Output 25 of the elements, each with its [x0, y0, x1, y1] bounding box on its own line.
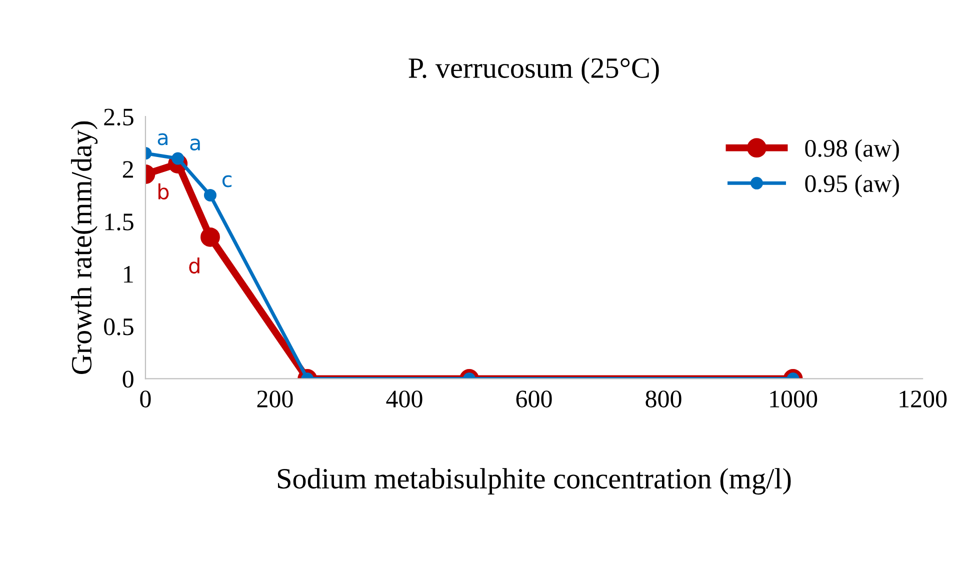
y-axis-title: Growth rate(mm/day) — [71, 121, 98, 374]
legend-label: 0.98 (aw) — [805, 139, 899, 162]
x-tick-label: 0 — [140, 390, 151, 408]
data-label: b — [158, 183, 169, 200]
y-tick-label: 2 — [122, 161, 133, 178]
y-tick-label: 1 — [124, 266, 133, 283]
y-tick-label: 1.5 — [105, 214, 134, 230]
data-label: d — [189, 257, 200, 274]
point — [204, 188, 216, 202]
data-label: a — [158, 133, 168, 146]
data-label: c — [222, 175, 232, 188]
x-tick-label: 1000 — [770, 390, 818, 408]
y-tick-label: 0 — [122, 370, 134, 388]
point — [200, 227, 220, 247]
x-tick-label: 200 — [257, 390, 293, 408]
chart-title: P. verrucosum (25°C) — [408, 57, 659, 84]
x-tick-label: 400 — [386, 390, 422, 408]
x-tick-label: 600 — [516, 390, 552, 408]
x-tick-label: 1200 — [900, 390, 947, 408]
y-tick-label: 2.5 — [104, 108, 134, 126]
x-tick-label: 800 — [646, 390, 682, 408]
y-tick-label: 0.5 — [104, 318, 134, 336]
x-axis-title: Sodium metabisulphite concentration (mg/l) — [278, 468, 791, 495]
data-label: a — [190, 138, 200, 150]
legend-label: 0.95 (aw) — [805, 174, 899, 198]
